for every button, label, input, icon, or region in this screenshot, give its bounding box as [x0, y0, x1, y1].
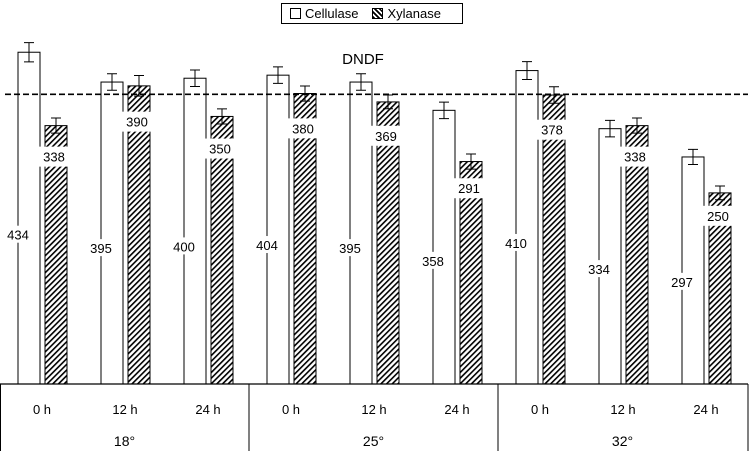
cellulase-label-bg-6 [503, 233, 529, 251]
xylanase-value-label-4: 369 [375, 129, 397, 144]
xylanase-label-bg-0 [37, 146, 71, 167]
category-label-2: 24 h [195, 402, 220, 417]
category-label-7: 12 h [610, 402, 635, 417]
group-label-2: 32° [612, 433, 633, 449]
error-bar-cellulase-8 [688, 148, 698, 166]
error-bar-xylanase-8 [715, 185, 725, 201]
bar-cellulase-8 [681, 156, 705, 385]
bar-cellulase-0 [17, 51, 41, 385]
category-label-0: 0 h [33, 402, 51, 417]
cellulase-value-label-4: 395 [339, 241, 361, 256]
cellulase-value-label-8: 297 [671, 275, 693, 290]
bar-cellulase-1 [100, 81, 124, 385]
xylanase-value-label-8: 250 [707, 209, 729, 224]
xylanase-value-label-5: 291 [458, 181, 480, 196]
cellulase-value-label-3: 404 [256, 238, 278, 253]
error-bar-cellulase-7 [605, 119, 615, 138]
error-bar-cellulase-0 [24, 42, 34, 63]
cellulase-label-bg-1 [88, 239, 114, 257]
xylanase-label-bg-5 [452, 178, 486, 199]
legend-label-cellulase: Cellulase [305, 6, 359, 21]
error-bar-cellulase-2 [190, 69, 200, 87]
category-axis: 18° 25° 32° 0 h 12 h 24 h 0 h 12 h 24 h 0 h 12 h 24… [0, 383, 749, 451]
group-label-0: 18° [114, 433, 135, 449]
cellulase-label-bg-7 [586, 260, 612, 278]
xylanase-value-label-7: 338 [624, 150, 646, 165]
error-bar-xylanase-1 [134, 75, 144, 97]
xylanase-value-label-1: 390 [126, 115, 148, 130]
bar-cellulase-2 [183, 77, 207, 385]
error-bar-xylanase-5 [466, 153, 476, 170]
xylanase-value-label-3: 380 [292, 121, 314, 136]
bar-cellulase-6 [515, 70, 539, 385]
legend-swatch-cellulase [290, 8, 301, 19]
error-bar-xylanase-0 [51, 117, 61, 134]
cellulase-value-label-7: 334 [588, 262, 610, 277]
error-bar-cellulase-3 [273, 66, 283, 84]
xylanase-label-bg-2 [203, 138, 237, 159]
category-label-1: 12 h [112, 402, 137, 417]
xylanase-label-bg-4 [369, 125, 403, 146]
xylanase-label-bg-7 [618, 146, 652, 167]
error-bar-cellulase-6 [522, 61, 532, 81]
category-label-5: 24 h [444, 402, 469, 417]
xylanase-label-bg-6 [535, 119, 569, 140]
category-label-8: 24 h [693, 402, 718, 417]
category-label-4: 12 h [361, 402, 386, 417]
error-bar-cellulase-1 [107, 73, 117, 91]
category-label-6: 0 h [531, 402, 549, 417]
xylanase-label-bg-3 [286, 118, 320, 139]
cellulase-value-label-2: 400 [173, 239, 195, 254]
cellulase-label-bg-5 [420, 251, 446, 269]
group-label-1: 25° [363, 433, 384, 449]
cellulase-label-bg-4 [337, 239, 363, 257]
cellulase-value-label-0: 434 [7, 228, 29, 243]
xylanase-value-label-6: 378 [541, 123, 563, 138]
error-bar-xylanase-2 [217, 108, 227, 125]
cellulase-label-bg-3 [254, 236, 280, 254]
cellulase-label-bg-8 [669, 272, 695, 290]
bar-cellulase-4 [349, 81, 373, 385]
legend-item-xylanase: Xylanase [372, 6, 441, 21]
error-bar-xylanase-7 [632, 117, 642, 134]
legend: Cellulase Xylanase [281, 3, 463, 24]
chart-title: DNDF [342, 51, 384, 68]
xylanase-value-label-2: 350 [209, 142, 231, 157]
bar-cellulase-5 [432, 109, 456, 385]
legend-item-cellulase: Cellulase [290, 6, 358, 21]
legend-swatch-xylanase [372, 8, 384, 19]
xylanase-label-bg-1 [120, 111, 154, 132]
bars: 434 338 395 390 400 350 404 380 395 369 358 291 410 3… [5, 42, 748, 385]
cellulase-value-label-5: 358 [422, 254, 444, 269]
error-bar-cellulase-4 [356, 73, 366, 91]
xylanase-label-bg-8 [701, 205, 735, 226]
xylanase-value-label-0: 338 [43, 150, 65, 165]
cellulase-value-label-1: 395 [90, 241, 112, 256]
cellulase-label-bg-0 [5, 225, 31, 243]
cellulase-value-label-6: 410 [505, 236, 527, 251]
error-bar-cellulase-5 [439, 101, 449, 120]
legend-label-xylanase: Xylanase [387, 6, 441, 21]
bar-cellulase-7 [598, 128, 622, 385]
bar-cellulase-3 [266, 74, 290, 385]
cellulase-label-bg-2 [171, 237, 197, 255]
category-label-3: 0 h [282, 402, 300, 417]
